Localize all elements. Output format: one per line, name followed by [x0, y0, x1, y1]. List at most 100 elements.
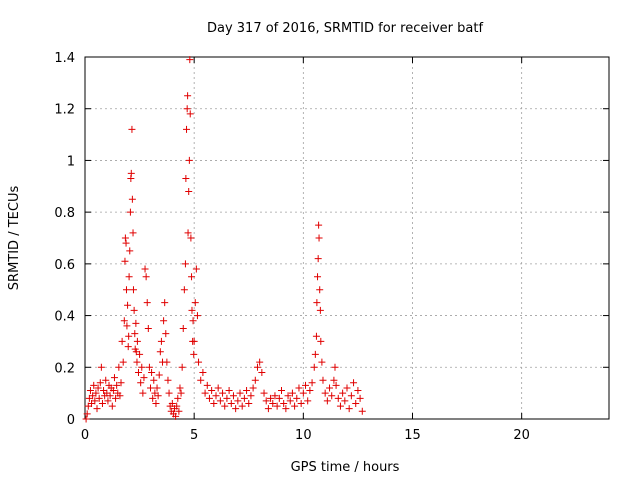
- data-point: [343, 384, 351, 392]
- data-point: [184, 92, 192, 100]
- data-point: [280, 399, 288, 407]
- data-point: [192, 265, 200, 273]
- data-point: [328, 392, 336, 400]
- data-point: [347, 392, 355, 400]
- data-point: [311, 350, 319, 358]
- data-point: [131, 330, 139, 338]
- data-point: [312, 332, 320, 340]
- data-point: [183, 125, 191, 133]
- data-point: [125, 332, 133, 340]
- data-point: [197, 376, 205, 384]
- data-point: [144, 325, 152, 332]
- data-point: [190, 337, 198, 345]
- data-point: [236, 389, 244, 397]
- data-point: [199, 368, 207, 376]
- data-point: [221, 402, 229, 410]
- data-point: [330, 376, 338, 384]
- data-point: [140, 374, 148, 382]
- data-point: [316, 306, 324, 314]
- data-point: [253, 363, 261, 371]
- data-point: [154, 392, 162, 400]
- data-point: [341, 397, 349, 405]
- data-point: [219, 389, 227, 397]
- data-points: [82, 56, 366, 423]
- data-point: [313, 299, 321, 307]
- data-point: [127, 169, 135, 177]
- data-point: [102, 376, 110, 384]
- y-axis-label: SRMTID / TECUs: [7, 186, 22, 291]
- data-point: [187, 234, 195, 242]
- grid-lines: [85, 57, 609, 419]
- data-point: [109, 387, 117, 395]
- data-point: [326, 384, 334, 392]
- data-point: [314, 273, 322, 281]
- data-point: [308, 379, 316, 387]
- x-axis-ticks: 0 5 10 15 20: [81, 57, 530, 443]
- data-point: [318, 358, 326, 366]
- data-point: [121, 257, 129, 265]
- data-point: [339, 389, 347, 397]
- data-point: [126, 247, 134, 255]
- data-point: [161, 299, 169, 307]
- data-point: [139, 389, 147, 397]
- data-point: [282, 405, 290, 413]
- data-point: [179, 325, 187, 332]
- data-point: [358, 407, 366, 415]
- data-point: [232, 405, 240, 413]
- data-point: [96, 379, 104, 387]
- data-point: [153, 384, 161, 392]
- data-point: [350, 379, 358, 387]
- data-point: [133, 337, 141, 345]
- data-point: [172, 412, 180, 420]
- data-point: [155, 371, 163, 379]
- data-point: [258, 368, 266, 376]
- y-tick-label: 1.2: [54, 103, 75, 118]
- data-point: [125, 273, 133, 281]
- data-point: [168, 399, 176, 407]
- data-point: [178, 363, 186, 371]
- data-point: [284, 392, 292, 400]
- data-point: [332, 381, 340, 389]
- data-point: [86, 387, 94, 395]
- data-point: [315, 234, 323, 242]
- data-point: [92, 389, 100, 397]
- data-point: [145, 363, 153, 371]
- data-point: [91, 397, 99, 405]
- data-point: [136, 350, 144, 358]
- data-point: [304, 397, 312, 405]
- data-point: [188, 273, 196, 281]
- data-point: [317, 337, 325, 345]
- y-tick-label: 1.4: [54, 51, 75, 66]
- plot-frame: [84, 56, 610, 420]
- data-point: [141, 265, 149, 273]
- data-point: [271, 392, 279, 400]
- data-point: [188, 306, 196, 314]
- data-point: [180, 286, 188, 294]
- data-point: [275, 394, 283, 402]
- data-point: [129, 286, 137, 294]
- y-tick-label: 0.8: [54, 206, 75, 221]
- data-point: [234, 397, 242, 405]
- data-point: [323, 397, 331, 405]
- data-point: [160, 317, 168, 325]
- data-point: [319, 376, 327, 384]
- data-point: [264, 405, 272, 413]
- y-tick-label: 0: [67, 413, 75, 428]
- data-point: [149, 394, 157, 402]
- data-point: [113, 381, 121, 389]
- data-point: [174, 394, 182, 402]
- data-point: [352, 399, 360, 407]
- data-point: [193, 312, 201, 320]
- data-point: [176, 384, 184, 392]
- data-point: [95, 394, 103, 402]
- data-point: [223, 394, 231, 402]
- data-point: [82, 415, 90, 423]
- data-point: [186, 56, 194, 64]
- data-point: [278, 387, 285, 395]
- data-point: [345, 405, 353, 413]
- data-point: [123, 322, 131, 330]
- data-point: [177, 389, 185, 397]
- data-point: [106, 392, 114, 400]
- data-point: [165, 389, 173, 397]
